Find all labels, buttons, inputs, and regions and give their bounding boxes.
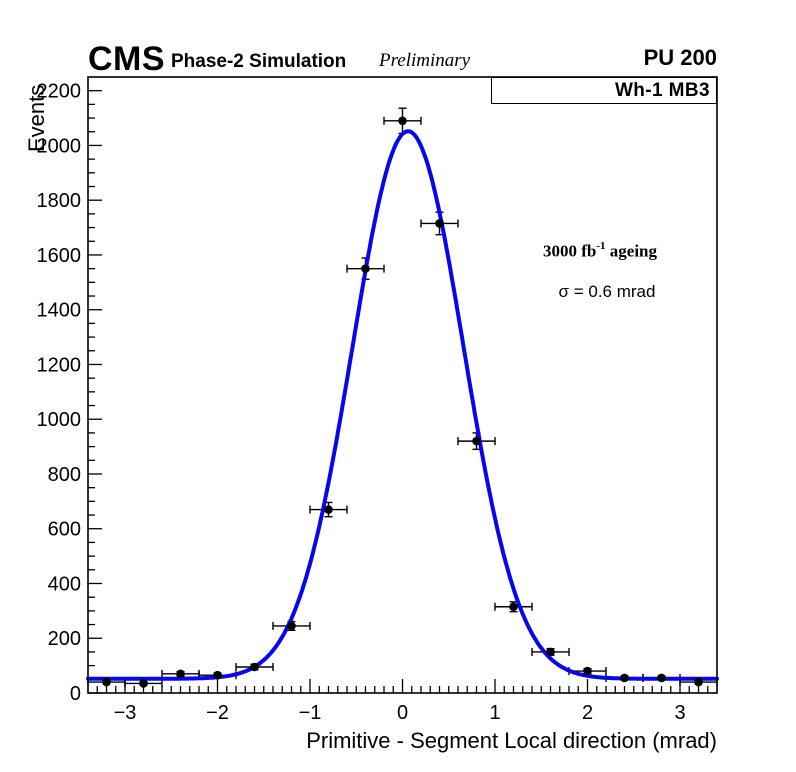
- svg-text:2200: 2200: [37, 81, 82, 103]
- svg-text:2000: 2000: [37, 135, 82, 157]
- legend-box: Wh-1 MB3: [491, 77, 717, 104]
- svg-text:2: 2: [582, 702, 593, 724]
- svg-text:1400: 1400: [37, 300, 82, 322]
- svg-text:3: 3: [674, 702, 685, 724]
- x-axis-title: Primitive - Segment Local direction (mra…: [306, 728, 717, 753]
- axis-tick-labels: −3 −2 −1 0 1 2 3 0 200 400 600 800 1000 1200 1400 1600 1…: [37, 81, 686, 724]
- phase2-label: Phase-2 Simulation: [171, 51, 347, 72]
- svg-text:1: 1: [489, 702, 500, 724]
- svg-text:−1: −1: [299, 702, 322, 724]
- svg-text:1200: 1200: [37, 354, 82, 376]
- lumi-text: 3000 fb: [542, 241, 597, 261]
- svg-text:1800: 1800: [37, 190, 82, 212]
- lumi-text-suffix: ageing: [605, 241, 658, 261]
- svg-text:1000: 1000: [37, 409, 82, 431]
- svg-text:1600: 1600: [37, 245, 82, 267]
- error-bars: [87, 107, 718, 688]
- legend-title: Wh-1 MB3: [614, 79, 710, 101]
- svg-text:400: 400: [48, 573, 81, 595]
- svg-text:600: 600: [48, 519, 81, 541]
- sigma-annotation: σ = 0.6 mrad: [558, 282, 656, 301]
- preliminary-label: Preliminary: [379, 50, 471, 71]
- axis-ticks: [88, 90, 709, 694]
- lumi-annotation: 3000 fb-1 ageing: [500, 240, 700, 262]
- svg-text:0: 0: [70, 683, 81, 705]
- svg-text:800: 800: [48, 464, 81, 486]
- svg-text:200: 200: [48, 628, 81, 650]
- svg-text:0: 0: [397, 702, 408, 724]
- fit-curve: [86, 129, 719, 681]
- plot-frame: [87, 76, 718, 694]
- data-points: [102, 116, 703, 688]
- svg-text:−2: −2: [206, 702, 229, 724]
- cms-label: CMS: [88, 40, 166, 78]
- lumi-superscript: -1: [596, 240, 606, 252]
- pileup-label: PU 200: [643, 45, 717, 70]
- svg-text:−3: −3: [114, 702, 137, 724]
- y-axis-title: Events: [24, 84, 49, 152]
